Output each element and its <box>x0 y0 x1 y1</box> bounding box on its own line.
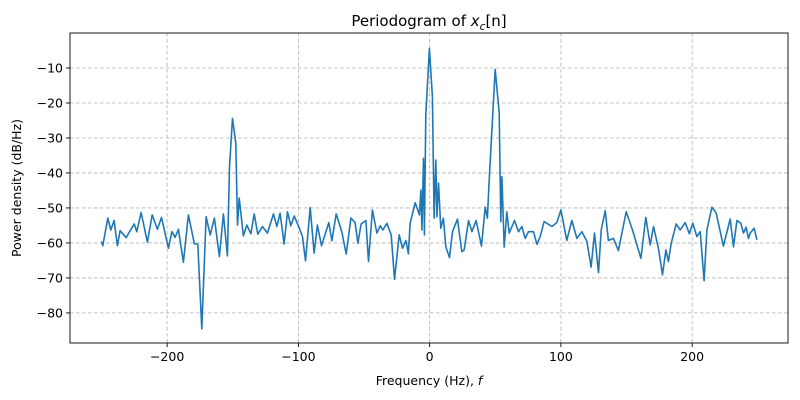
grid <box>70 33 788 343</box>
y-tick-label: −20 <box>37 95 63 110</box>
x-axis-label: Frequency (Hz), f <box>376 373 484 388</box>
x-tick-label: 200 <box>680 349 704 364</box>
x-tick-label: −200 <box>150 349 184 364</box>
y-axis-label: Power density (dB/Hz) <box>9 119 24 257</box>
plot-frame <box>69 32 789 344</box>
y-tick-label: −50 <box>37 200 63 215</box>
chart-title: Periodogram of xc[n] <box>351 12 506 33</box>
x-tick-label: 100 <box>549 349 573 364</box>
y-tick-label: −70 <box>37 270 63 285</box>
y-tick-label: −60 <box>37 235 63 250</box>
y-tick-label: −40 <box>37 165 63 180</box>
y-axis-ticks: −10 −20 −30 −40 −50 −60 −70 −80 <box>37 60 70 320</box>
x-tick-label: −100 <box>281 349 315 364</box>
series-line <box>100 47 758 330</box>
x-axis-ticks: −200 −100 0 100 200 <box>150 343 704 364</box>
x-tick-label: 0 <box>426 349 434 364</box>
y-tick-label: −30 <box>37 130 63 145</box>
y-tick-label: −80 <box>37 305 63 320</box>
y-tick-label: −10 <box>37 60 63 75</box>
